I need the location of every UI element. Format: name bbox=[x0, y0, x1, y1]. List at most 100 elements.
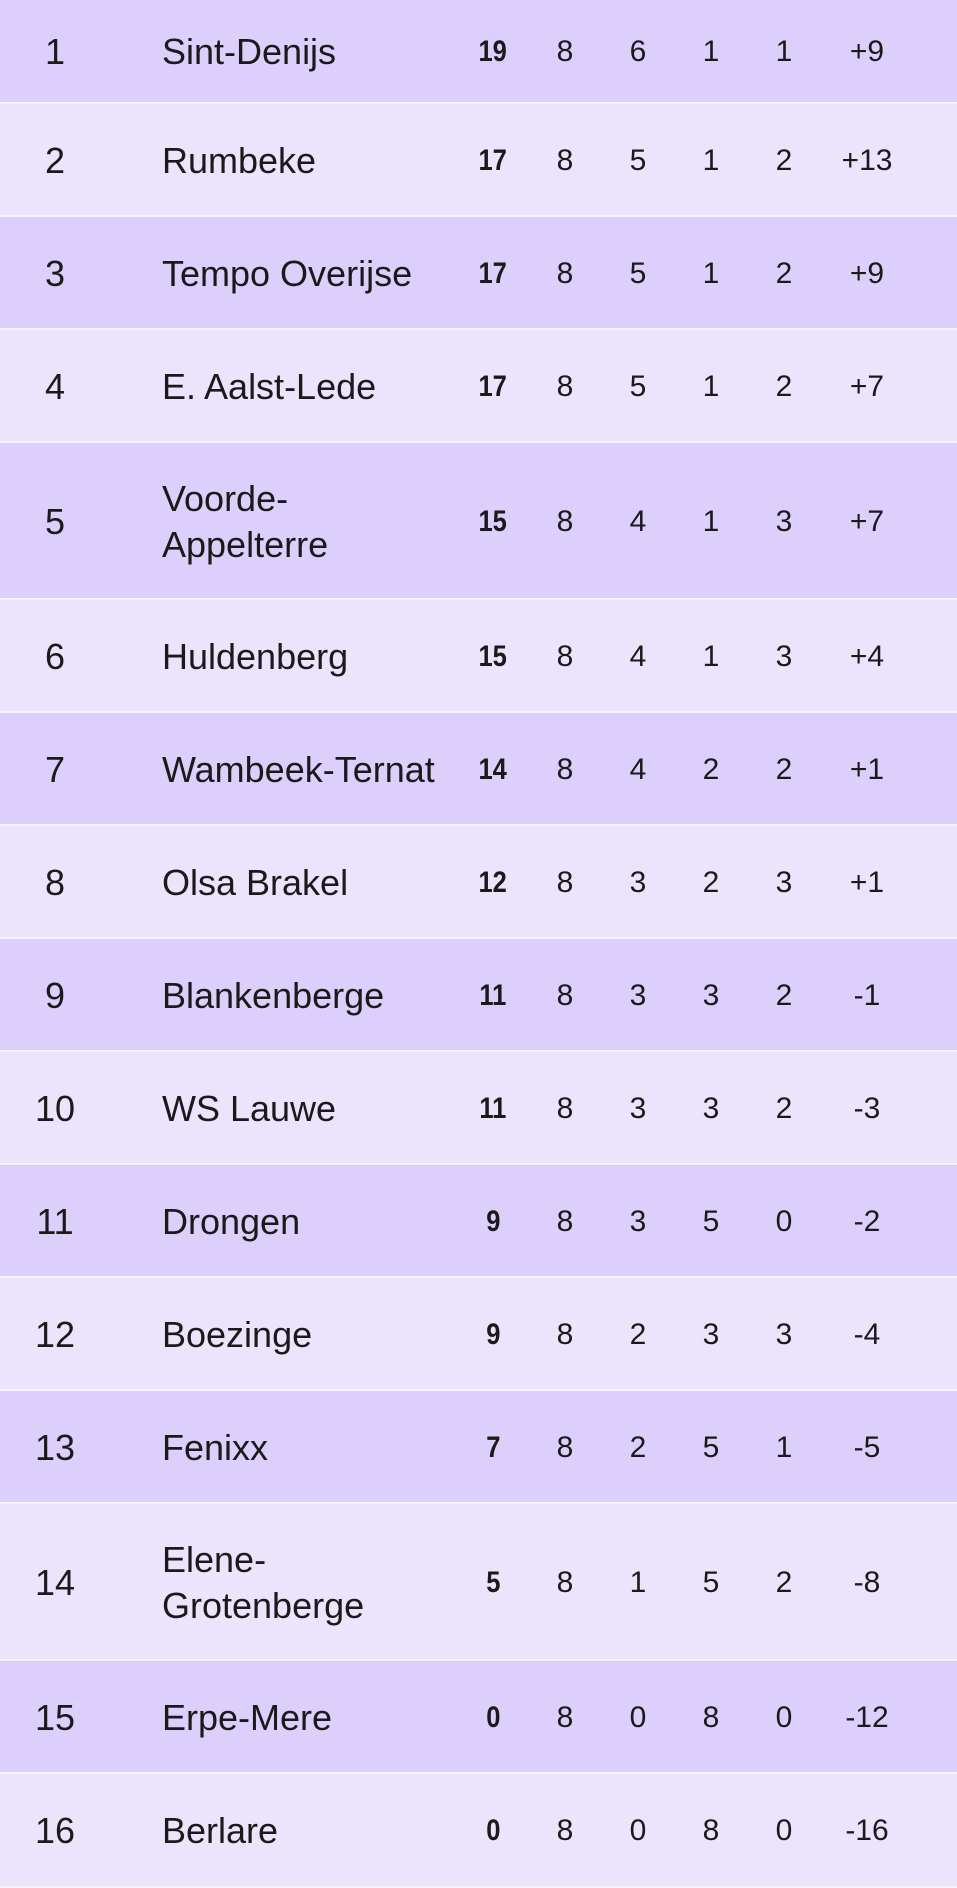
drawn-cell: 0 bbox=[749, 1165, 819, 1278]
won-cell: 3 bbox=[603, 1165, 673, 1278]
table-row[interactable]: 15 Erpe-Mere 0 8 0 8 0 -12 bbox=[0, 1661, 957, 1774]
drawn-cell: 2 bbox=[749, 1504, 819, 1661]
team-name-cell: Fenixx bbox=[162, 1426, 269, 1468]
played-cell: 8 bbox=[530, 1278, 600, 1391]
row-divider bbox=[0, 1163, 957, 1165]
lost-cell: 1 bbox=[676, 0, 746, 104]
pts-cell: 5 bbox=[458, 1504, 528, 1661]
won-cell: 3 bbox=[603, 939, 673, 1052]
drawn-cell: 2 bbox=[749, 1052, 819, 1165]
lost-value: 1 bbox=[702, 369, 720, 403]
played-value: 8 bbox=[556, 752, 574, 786]
pts-cell: 15 bbox=[458, 443, 528, 600]
won-cell: 0 bbox=[603, 1661, 673, 1774]
drawn-cell: 2 bbox=[749, 713, 819, 826]
position-cell: 10 bbox=[34, 1087, 76, 1129]
lost-value: 1 bbox=[702, 639, 720, 673]
won-value: 4 bbox=[629, 639, 647, 673]
drawn-cell: 2 bbox=[749, 939, 819, 1052]
drawn-cell: 2 bbox=[749, 104, 819, 217]
table-row[interactable]: 11 Drongen 9 8 3 5 0 -2 bbox=[0, 1165, 957, 1278]
drawn-value: 3 bbox=[775, 865, 793, 899]
won-value: 3 bbox=[629, 1091, 647, 1125]
lost-value: 2 bbox=[702, 752, 720, 786]
played-cell: 8 bbox=[530, 713, 600, 826]
table-row[interactable]: 8 Olsa Brakel 12 8 3 2 3 +1 bbox=[0, 826, 957, 939]
played-value: 8 bbox=[556, 256, 574, 290]
diff-value: +7 bbox=[849, 369, 885, 403]
table-row[interactable]: 3 Tempo Overijse 17 8 5 1 2 +9 bbox=[0, 217, 957, 330]
table-row[interactable]: 9 Blankenberge 11 8 3 3 2 -1 bbox=[0, 939, 957, 1052]
table-row[interactable]: 14 Elene- Grotenberge 5 8 1 5 2 -8 bbox=[0, 1504, 957, 1661]
table-row[interactable]: 13 Fenixx 7 8 2 5 1 -5 bbox=[0, 1391, 957, 1504]
drawn-value: 3 bbox=[775, 639, 793, 673]
diff-cell: +4 bbox=[832, 600, 902, 713]
pts-value: 14 bbox=[478, 752, 508, 786]
played-cell: 8 bbox=[530, 1391, 600, 1504]
table-row[interactable]: 16 Berlare 0 8 0 8 0 -16 bbox=[0, 1774, 957, 1888]
lost-cell: 2 bbox=[676, 713, 746, 826]
drawn-value: 1 bbox=[775, 1430, 793, 1464]
diff-value: -12 bbox=[845, 1700, 889, 1734]
drawn-cell: 1 bbox=[749, 0, 819, 104]
lost-value: 1 bbox=[702, 35, 720, 68]
team-name-cell: E. Aalst-Lede bbox=[162, 365, 377, 407]
diff-cell: +1 bbox=[832, 826, 902, 939]
lost-cell: 2 bbox=[676, 826, 746, 939]
won-value: 3 bbox=[629, 978, 647, 1012]
diff-cell: +7 bbox=[832, 330, 902, 443]
row-divider bbox=[0, 328, 957, 330]
pts-cell: 17 bbox=[458, 104, 528, 217]
played-cell: 8 bbox=[530, 1661, 600, 1774]
pts-cell: 11 bbox=[458, 939, 528, 1052]
won-cell: 4 bbox=[603, 600, 673, 713]
position-cell: 8 bbox=[44, 861, 66, 903]
played-cell: 8 bbox=[530, 217, 600, 330]
row-divider bbox=[0, 1276, 957, 1278]
lost-cell: 8 bbox=[676, 1774, 746, 1888]
pts-cell: 9 bbox=[458, 1165, 528, 1278]
position-cell: 12 bbox=[34, 1313, 76, 1355]
won-value: 2 bbox=[629, 1430, 647, 1464]
diff-value: -5 bbox=[853, 1430, 881, 1464]
pts-value: 0 bbox=[485, 1700, 501, 1734]
played-cell: 8 bbox=[530, 826, 600, 939]
diff-cell: -5 bbox=[832, 1391, 902, 1504]
diff-cell: +9 bbox=[832, 0, 902, 104]
drawn-value: 0 bbox=[775, 1204, 793, 1238]
lost-value: 8 bbox=[702, 1814, 720, 1847]
pts-value: 12 bbox=[478, 865, 508, 899]
played-value: 8 bbox=[556, 504, 574, 538]
team-name-cell: Sint-Denijs bbox=[162, 31, 337, 72]
table-row[interactable]: 4 E. Aalst-Lede 17 8 5 1 2 +7 bbox=[0, 330, 957, 443]
drawn-cell: 0 bbox=[749, 1661, 819, 1774]
won-cell: 2 bbox=[603, 1391, 673, 1504]
lost-cell: 1 bbox=[676, 104, 746, 217]
team-name-cell: Rumbeke bbox=[162, 139, 317, 181]
row-divider bbox=[0, 824, 957, 826]
table-row[interactable]: 1 Sint-Denijs 19 8 6 1 1 +9 bbox=[0, 0, 957, 104]
won-value: 5 bbox=[629, 143, 647, 177]
diff-cell: -3 bbox=[832, 1052, 902, 1165]
lost-value: 5 bbox=[702, 1430, 720, 1464]
table-row[interactable]: 5 Voorde- Appelterre 15 8 4 1 3 +7 bbox=[0, 443, 957, 600]
table-row[interactable]: 12 Boezinge 9 8 2 3 3 -4 bbox=[0, 1278, 957, 1391]
diff-cell: +7 bbox=[832, 443, 902, 600]
team-name-cell: Berlare bbox=[162, 1810, 279, 1851]
lost-value: 1 bbox=[702, 256, 720, 290]
table-row[interactable]: 7 Wambeek-Ternat 14 8 4 2 2 +1 bbox=[0, 713, 957, 826]
pts-cell: 9 bbox=[458, 1278, 528, 1391]
table-row[interactable]: 10 WS Lauwe 11 8 3 3 2 -3 bbox=[0, 1052, 957, 1165]
position-cell: 7 bbox=[44, 748, 66, 790]
table-row[interactable]: 2 Rumbeke 17 8 5 1 2 +13 bbox=[0, 104, 957, 217]
played-value: 8 bbox=[556, 1700, 574, 1734]
position-cell: 6 bbox=[44, 635, 66, 677]
won-value: 2 bbox=[629, 1317, 647, 1351]
diff-value: -16 bbox=[845, 1814, 889, 1847]
lost-value: 2 bbox=[702, 865, 720, 899]
row-divider bbox=[0, 1772, 957, 1774]
drawn-cell: 0 bbox=[749, 1774, 819, 1888]
drawn-cell: 2 bbox=[749, 330, 819, 443]
table-row[interactable]: 6 Huldenberg 15 8 4 1 3 +4 bbox=[0, 600, 957, 713]
position-cell: 9 bbox=[44, 974, 66, 1016]
